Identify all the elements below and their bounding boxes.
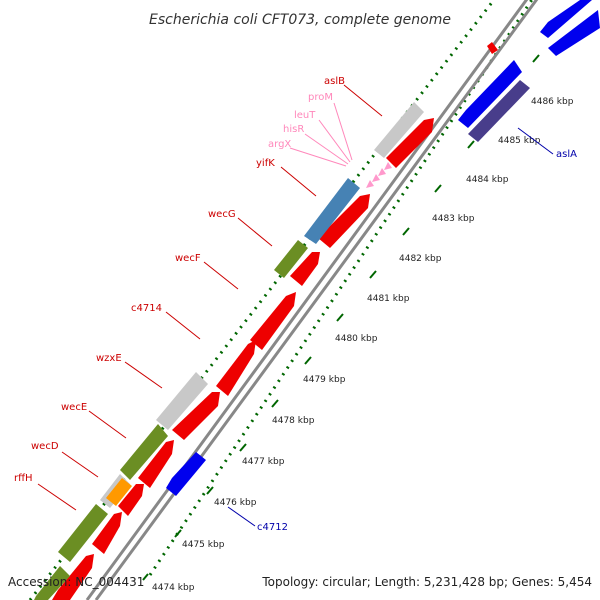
gene-label-group: aslB proM leuT hisR argX yifK wecG wecF … xyxy=(14,76,577,533)
feature-orange[interactable] xyxy=(106,478,132,506)
accession-text: Accession: NC_004431 xyxy=(8,575,144,589)
scale-label-4478: 4478 kbp xyxy=(272,416,315,426)
rna-argx[interactable] xyxy=(366,180,374,188)
rna-leut[interactable] xyxy=(378,168,386,176)
gene-label-asla[interactable]: aslA xyxy=(556,149,577,160)
label-leader-lines xyxy=(37,84,554,527)
gene-block-purple[interactable] xyxy=(468,80,530,142)
gene-label-wzxe[interactable]: wzxE xyxy=(96,353,122,364)
gene-block-bottom[interactable] xyxy=(52,554,94,600)
scale-label-4481: 4481 kbp xyxy=(367,294,410,304)
scale-label-4485: 4485 kbp xyxy=(498,136,541,146)
gene-label-hisr[interactable]: hisR xyxy=(283,124,304,135)
gene-label-wecd[interactable]: wecD xyxy=(31,441,59,452)
gene-label-argx[interactable]: argX xyxy=(268,139,291,150)
gene-label-wecf[interactable]: wecF xyxy=(175,253,201,264)
backbone-line-inner xyxy=(94,0,539,600)
scale-label-4475: 4475 kbp xyxy=(182,540,225,550)
map-title: Escherichia coli CFT073, complete genome xyxy=(149,12,451,28)
gene-label-aslb[interactable]: aslB xyxy=(324,76,345,87)
gene-block-aslb[interactable] xyxy=(386,118,434,168)
gene-block-wecd[interactable] xyxy=(118,484,144,516)
rna-features xyxy=(366,162,392,188)
gene-block-wecg[interactable] xyxy=(290,252,320,286)
gene-block-wece[interactable] xyxy=(138,440,174,488)
scale-labels: 4474 kbp 4475 kbp 4476 kbp 4477 kbp 4478… xyxy=(152,97,574,593)
feature-green-3[interactable] xyxy=(58,504,108,562)
reverse-genes xyxy=(166,0,600,496)
topology-text: Topology: circular; Length: 5,231,428 bp… xyxy=(261,575,592,589)
scale-label-4474: 4474 kbp xyxy=(152,583,195,593)
gene-block-wecf[interactable] xyxy=(250,292,296,350)
scale-label-4480: 4480 kbp xyxy=(335,334,378,344)
gene-block-c4714[interactable] xyxy=(216,340,256,396)
gene-label-rffh[interactable]: rffH xyxy=(14,473,33,484)
gene-label-wecg[interactable]: wecG xyxy=(208,209,236,220)
scale-label-4482: 4482 kbp xyxy=(399,254,442,264)
scale-label-4486: 4486 kbp xyxy=(531,97,574,107)
gene-block-asla[interactable] xyxy=(458,60,522,128)
gene-label-c4712[interactable]: c4712 xyxy=(257,522,288,533)
forward-genes xyxy=(52,118,434,600)
gene-block-wzxe[interactable] xyxy=(172,392,220,440)
feature-gray-top[interactable] xyxy=(374,102,424,158)
gene-block-rffh[interactable] xyxy=(92,512,122,554)
feature-blue[interactable] xyxy=(304,178,360,244)
rna-prom[interactable] xyxy=(384,162,392,170)
feature-green-2[interactable] xyxy=(120,424,168,480)
other-features xyxy=(34,102,424,600)
feature-green-1[interactable] xyxy=(274,240,308,278)
feature-gray-mid[interactable] xyxy=(156,372,208,430)
gene-label-leut[interactable]: leuT xyxy=(294,110,316,121)
gene-block-c4712[interactable] xyxy=(166,452,206,496)
inner-tick-row xyxy=(148,0,534,576)
gene-block-reverse-top[interactable] xyxy=(540,0,592,38)
gene-block-red-small[interactable] xyxy=(487,42,498,54)
gene-label-yifk[interactable]: yifK xyxy=(256,158,275,169)
rna-hisr[interactable] xyxy=(372,174,380,182)
gene-label-prom[interactable]: proM xyxy=(308,92,333,103)
gene-block-reverse-top-2[interactable] xyxy=(548,10,600,56)
scale-label-4476: 4476 kbp xyxy=(214,498,257,508)
scale-label-4484: 4484 kbp xyxy=(466,175,509,185)
scale-label-4479: 4479 kbp xyxy=(303,375,346,385)
scale-label-4477: 4477 kbp xyxy=(242,457,285,467)
gene-label-c4714[interactable]: c4714 xyxy=(131,303,162,314)
gene-label-wece[interactable]: wecE xyxy=(61,402,87,413)
feature-green-4[interactable] xyxy=(34,566,70,600)
gene-block-yifk[interactable] xyxy=(318,194,370,248)
scale-label-4483: 4483 kbp xyxy=(432,214,475,224)
backbone-line-outer xyxy=(85,0,529,600)
